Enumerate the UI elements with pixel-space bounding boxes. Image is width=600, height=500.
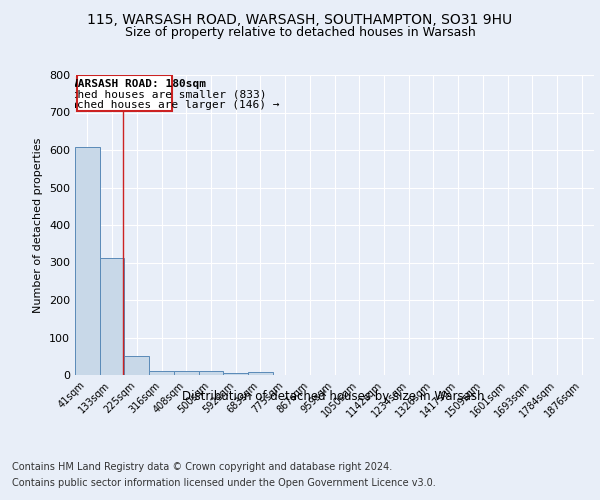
Text: ← 85% of detached houses are smaller (833): ← 85% of detached houses are smaller (83… [0, 90, 266, 100]
Bar [174, 371, 199, 375]
Text: Contains public sector information licensed under the Open Government Licence v3: Contains public sector information licen… [12, 478, 436, 488]
Bar [75, 147, 100, 375]
Bar [149, 371, 174, 375]
FancyBboxPatch shape [77, 75, 172, 112]
Bar [124, 356, 149, 375]
Text: 15% of semi-detached houses are larger (146) →: 15% of semi-detached houses are larger (… [0, 100, 280, 110]
Text: Size of property relative to detached houses in Warsash: Size of property relative to detached ho… [125, 26, 475, 39]
Bar [223, 373, 248, 375]
Bar [199, 371, 223, 375]
Text: 115, WARSASH ROAD, WARSASH, SOUTHAMPTON, SO31 9HU: 115, WARSASH ROAD, WARSASH, SOUTHAMPTON,… [88, 12, 512, 26]
Text: Distribution of detached houses by size in Warsash: Distribution of detached houses by size … [182, 390, 484, 403]
Bar [248, 372, 273, 375]
Text: Contains HM Land Registry data © Crown copyright and database right 2024.: Contains HM Land Registry data © Crown c… [12, 462, 392, 472]
Bar [100, 258, 124, 375]
Text: 115 WARSASH ROAD: 180sqm: 115 WARSASH ROAD: 180sqm [44, 80, 206, 90]
Y-axis label: Number of detached properties: Number of detached properties [34, 138, 43, 312]
